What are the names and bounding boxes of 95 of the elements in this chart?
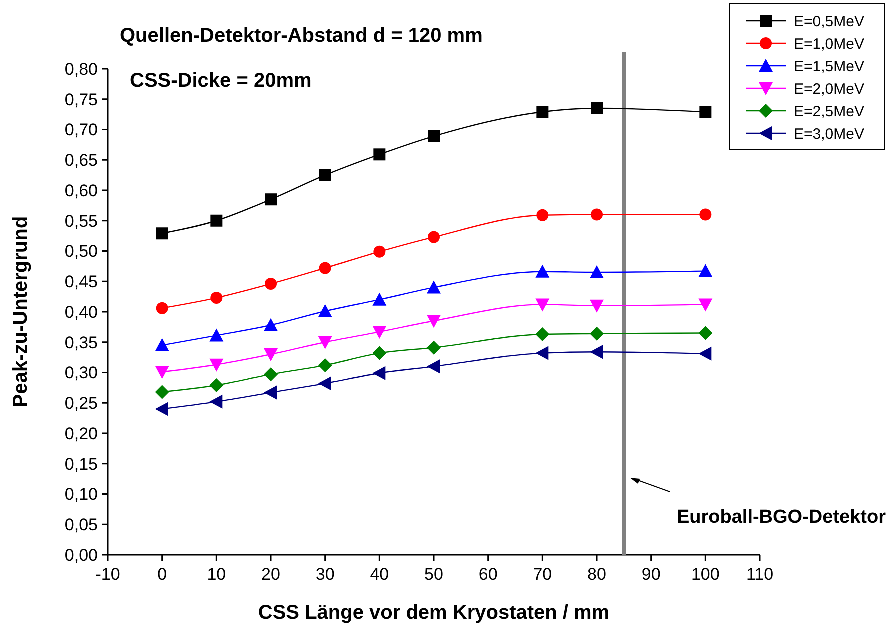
- y-tick-label: 0,80: [64, 60, 98, 79]
- point: [156, 302, 168, 314]
- point: [372, 292, 387, 306]
- point: [536, 209, 549, 222]
- point: [536, 106, 549, 118]
- point: [319, 169, 332, 182]
- point: [318, 304, 332, 318]
- legend-label: E=1,5MeV: [794, 58, 864, 76]
- point: [318, 376, 332, 391]
- legend-label: E=3,0MeV: [794, 126, 864, 143]
- y-tick-label: 0,30: [64, 364, 98, 383]
- x-tick-label: -10: [96, 565, 120, 584]
- chart-subtitle: CSS-Dicke = 20mm: [130, 70, 312, 92]
- point: [372, 366, 386, 380]
- point: [427, 360, 440, 374]
- x-tick-label: 70: [533, 565, 552, 584]
- point: [590, 266, 604, 279]
- point: [427, 315, 441, 328]
- legend-label: E=1,0MeV: [794, 36, 864, 53]
- x-tick-label: 80: [588, 565, 606, 584]
- point: [210, 328, 224, 342]
- x-tick-label: 50: [424, 565, 444, 584]
- point: [536, 298, 550, 312]
- point: [591, 208, 603, 221]
- y-tick-label: 0,15: [64, 454, 98, 474]
- point: [536, 346, 549, 360]
- point: [155, 338, 170, 352]
- point: [210, 378, 224, 393]
- y-tick-label: 0,40: [64, 302, 98, 322]
- point: [698, 346, 712, 361]
- legend-label: E=2,0MeV: [794, 80, 864, 98]
- legend-label: E=0,5MeV: [794, 13, 864, 30]
- y-tick-label: 0,70: [64, 120, 98, 140]
- point: [155, 366, 170, 380]
- annotation: Euroball-BGO-Detektor: [676, 507, 887, 528]
- x-tick-label: 10: [207, 565, 226, 584]
- point: [210, 358, 224, 372]
- y-tick-label: 0,65: [64, 151, 98, 170]
- point: [374, 246, 386, 258]
- point: [318, 336, 332, 350]
- point: [372, 346, 387, 360]
- x-tick-label: 110: [746, 565, 774, 584]
- point: [536, 327, 550, 342]
- point: [427, 280, 441, 294]
- x-tick-label: 40: [370, 565, 390, 584]
- point: [700, 208, 712, 221]
- x-tick-label: 20: [262, 565, 280, 584]
- x-axis-title: CSS Länge vor dem Kryostaten / mm: [258, 602, 610, 624]
- point: [698, 326, 713, 340]
- x-tick-label: 90: [642, 565, 661, 584]
- point: [427, 340, 441, 355]
- point: [210, 394, 223, 409]
- x-tick-label: 100: [691, 565, 720, 584]
- point: [264, 386, 277, 400]
- point: [590, 326, 604, 341]
- y-tick-label: 0,25: [64, 394, 98, 414]
- point: [264, 318, 278, 332]
- point: [590, 300, 604, 313]
- point: [155, 385, 170, 400]
- y-tick-label: 0,35: [64, 333, 98, 352]
- y-tick-label: 0,50: [64, 242, 98, 262]
- y-tick-label: 0,05: [64, 516, 98, 535]
- point: [319, 262, 332, 274]
- point: [265, 194, 277, 206]
- point: [428, 130, 440, 142]
- point: [536, 264, 550, 278]
- point: [591, 102, 603, 114]
- point: [318, 358, 332, 372]
- point: [265, 278, 277, 290]
- x-tick-label: 60: [478, 565, 498, 584]
- point: [700, 106, 712, 118]
- point: [210, 292, 223, 304]
- point: [372, 326, 387, 340]
- y-tick-label: 0,60: [64, 181, 98, 200]
- point: [590, 345, 603, 360]
- y-tick-label: 0,10: [64, 485, 98, 504]
- point: [698, 264, 713, 278]
- point: [374, 148, 386, 161]
- point: [698, 298, 713, 312]
- y-tick-label: 0,55: [64, 212, 98, 231]
- point: [156, 228, 168, 240]
- y-axis-title: Peak-zu-Untergrund: [10, 216, 32, 408]
- y-tick-label: 0,00: [64, 546, 98, 565]
- point: [264, 368, 278, 382]
- x-tick-label: 0: [158, 565, 168, 584]
- point: [210, 214, 223, 227]
- point: [264, 348, 278, 362]
- legend-label: E=2,5MeV: [794, 103, 864, 120]
- point: [428, 231, 440, 244]
- y-tick-label: 0,45: [64, 272, 98, 292]
- y-tick-label: 0,20: [64, 424, 98, 444]
- y-tick-label: 0,75: [64, 90, 98, 110]
- chart-title: Quellen-Detektor-Abstand d = 120 mm: [120, 25, 483, 47]
- x-tick-label: 30: [316, 565, 335, 584]
- point: [155, 402, 168, 416]
